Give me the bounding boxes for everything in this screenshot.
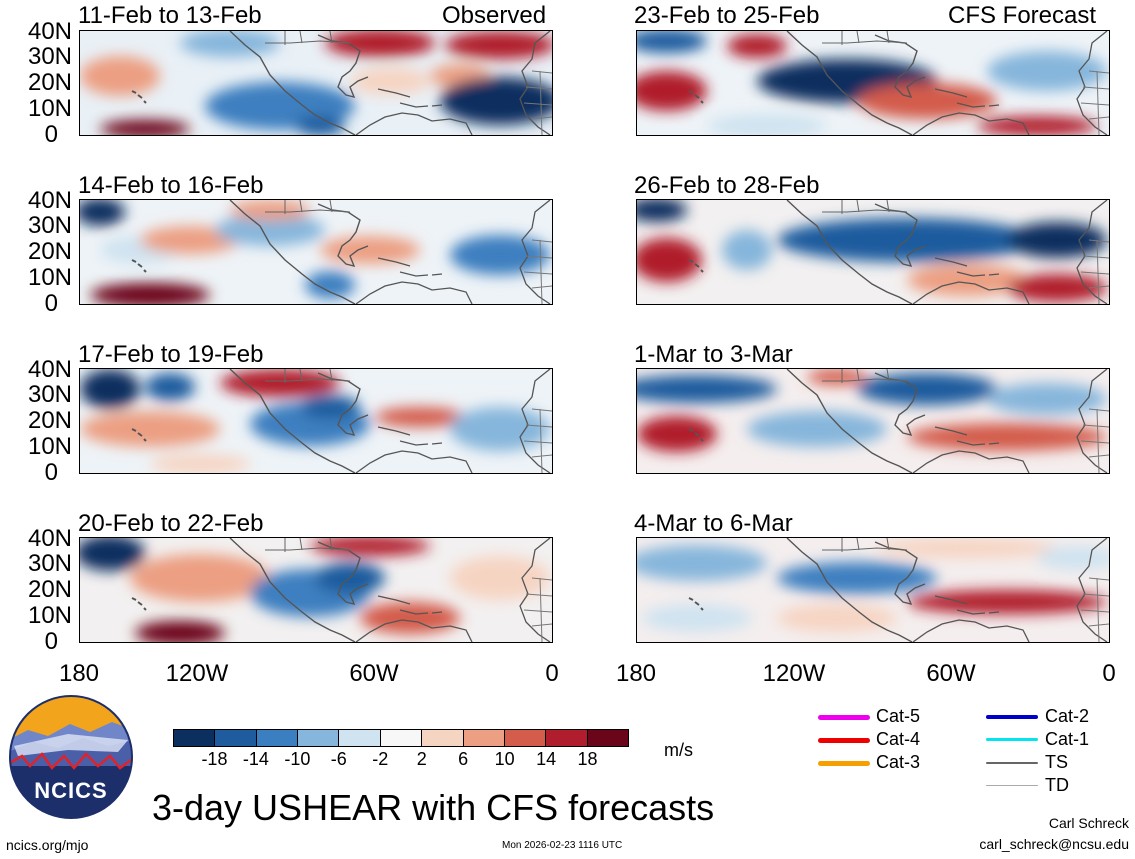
panel-4-date: 26-Feb to 28-Feb	[634, 172, 820, 199]
colorbar-unit: m/s	[664, 740, 693, 760]
legend-line-cat4	[818, 738, 870, 743]
y-tick-10n: 10N	[27, 433, 72, 460]
legend-label-cat5: Cat-5	[876, 706, 921, 726]
panel-3-date: 14-Feb to 16-Feb	[78, 172, 264, 199]
map-panel-5	[79, 368, 553, 474]
legend-label-cat2: Cat-2	[1045, 706, 1090, 726]
y-tick-20n: 20N	[27, 407, 72, 434]
colorbar-tick-label: 18	[577, 749, 598, 769]
y-tick-10n: 10N	[27, 264, 72, 291]
map-panel-3	[79, 199, 553, 305]
colorbar	[173, 729, 629, 747]
legend-label-cat4: Cat-4	[876, 729, 921, 749]
y-tick-0: 0	[44, 628, 58, 655]
colorbar-swatch	[379, 730, 422, 746]
y-tick-40n: 40N	[27, 18, 72, 45]
footer-author: Carl Schreck	[1048, 815, 1129, 831]
map-panel-4	[636, 199, 1110, 305]
y-tick-40n: 40N	[27, 525, 72, 552]
legend-label-ts: TS	[1045, 752, 1069, 772]
map-panel-8	[636, 537, 1110, 643]
panel-6-date: 1-Mar to 3-Mar	[634, 341, 793, 368]
legend-line-ts	[986, 762, 1038, 764]
y-tick-20n: 20N	[27, 69, 72, 96]
colorbar-tick-label: -6	[330, 749, 347, 769]
map-panel-7	[79, 537, 553, 643]
panel-1-date: 11-Feb to 13-Feb	[78, 2, 262, 29]
y-tick-30n: 30N	[27, 550, 72, 577]
legend-line-td	[986, 785, 1038, 786]
colorbar-swatch	[503, 730, 546, 746]
colorbar-swatch	[297, 730, 339, 746]
colorbar-swatch	[545, 730, 587, 746]
legend-label-cat1: Cat-1	[1045, 729, 1090, 749]
colorbar-tick-label: -18	[201, 749, 228, 769]
x-tick-0: 0	[1102, 660, 1116, 687]
colorbar-swatch	[462, 730, 504, 746]
colorbar-tick-label: 6	[458, 749, 469, 769]
y-tick-20n: 20N	[27, 576, 72, 603]
panel-7-date: 20-Feb to 22-Feb	[78, 510, 264, 537]
map-panel-2	[636, 30, 1110, 136]
y-tick-0: 0	[44, 459, 58, 486]
colorbar-swatch	[421, 730, 463, 746]
y-tick-0: 0	[44, 121, 58, 148]
legend-line-cat3	[818, 761, 870, 766]
footer-timestamp: Mon 2026-02-23 1116 UTC	[502, 840, 623, 851]
colorbar-tick-label: 2	[416, 749, 427, 769]
y-tick-30n: 30N	[27, 43, 72, 70]
ncics-logo: NCICS	[8, 694, 134, 820]
colorbar-tick-label: -10	[284, 749, 311, 769]
legend-line-cat5	[818, 715, 870, 720]
logo-text: NCICS	[34, 778, 107, 803]
y-tick-10n: 10N	[27, 602, 72, 629]
y-tick-10n: 10N	[27, 95, 72, 122]
colorbar-swatch	[338, 730, 380, 746]
y-tick-0: 0	[44, 290, 58, 317]
colorbar-swatch	[174, 730, 215, 746]
colorbar-tick-label: 14	[536, 749, 557, 769]
figure-title: 3-day USHEAR with CFS forecasts	[152, 787, 715, 828]
colorbar-swatch	[214, 730, 256, 746]
y-tick-30n: 30N	[27, 381, 72, 408]
y-tick-20n: 20N	[27, 238, 72, 265]
legend-line-cat2	[986, 715, 1038, 719]
panel-2-date: 23-Feb to 25-Feb	[634, 2, 820, 29]
panel-2-tag: CFS Forecast	[948, 2, 1097, 29]
panel-5-date: 17-Feb to 19-Feb	[78, 341, 264, 368]
x-tick-180: 180	[58, 660, 100, 687]
x-tick-120w: 120W	[762, 660, 826, 687]
y-tick-30n: 30N	[27, 212, 72, 239]
x-tick-0: 0	[545, 660, 559, 687]
colorbar-swatch	[255, 730, 298, 746]
map-panel-6	[636, 368, 1110, 474]
colorbar-tick-label: -14	[242, 749, 269, 769]
legend-label-td: TD	[1045, 775, 1069, 795]
footer-email[interactable]: carl_schreck@ncsu.edu	[979, 836, 1129, 852]
x-tick-120w: 120W	[165, 660, 229, 687]
x-tick-60w: 60W	[349, 660, 399, 687]
footer-url[interactable]: ncics.org/mjo	[6, 837, 89, 853]
x-tick-180: 180	[615, 660, 657, 687]
legend-line-cat1	[986, 738, 1038, 741]
legend-label-cat3: Cat-3	[876, 752, 921, 772]
colorbar-swatch	[586, 730, 628, 746]
x-tick-60w: 60W	[926, 660, 976, 687]
colorbar-tick-label: 10	[494, 749, 515, 769]
colorbar-tick-label: -2	[372, 749, 389, 769]
panel-1-tag: Observed	[442, 2, 547, 29]
y-tick-40n: 40N	[27, 356, 72, 383]
panel-8-date: 4-Mar to 6-Mar	[634, 510, 793, 537]
map-panel-1	[79, 30, 553, 136]
y-tick-40n: 40N	[27, 187, 72, 214]
